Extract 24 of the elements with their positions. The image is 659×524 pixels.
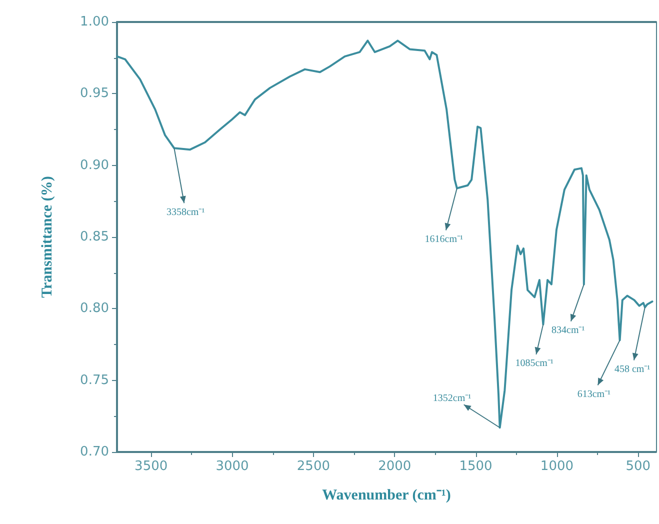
x-tick-label: 1000	[540, 459, 574, 474]
x-tick-label: 3000	[216, 459, 249, 474]
annotation: 613cm⁻¹	[577, 388, 611, 400]
x-tick-label: 1500	[459, 459, 492, 474]
y-tick-label: 0.90	[80, 158, 109, 173]
x-tick-label: 2500	[296, 459, 330, 474]
x-axis-title: Wavenumber (cm⁻¹)	[322, 488, 451, 504]
y-tick-label: 1.00	[80, 14, 109, 30]
x-tick-label: 3500	[134, 459, 168, 474]
line-series	[116, 40, 654, 429]
y-tick-label: 0.85	[80, 230, 109, 244]
annotation: 458 cm⁻¹	[614, 363, 650, 376]
x-tick-label: 2000	[378, 459, 412, 474]
annotation: 1352cm⁻¹	[432, 392, 472, 404]
annotation: 1085cm⁻¹	[515, 357, 554, 370]
annotation: 1616cm⁻¹	[424, 233, 463, 246]
y-tick-label: 0.80	[80, 301, 109, 316]
annotation: 3358cm⁻¹	[166, 206, 205, 218]
y-axis-title: Transmittance (%)	[40, 176, 56, 298]
x-tick-label: 500	[626, 459, 651, 474]
y-tick-label: 0.95	[80, 86, 109, 102]
annotation: 834cm⁻¹	[552, 324, 585, 336]
y-tick-label: 0.75	[80, 372, 109, 388]
y-tick-label: 0.70	[80, 444, 109, 460]
